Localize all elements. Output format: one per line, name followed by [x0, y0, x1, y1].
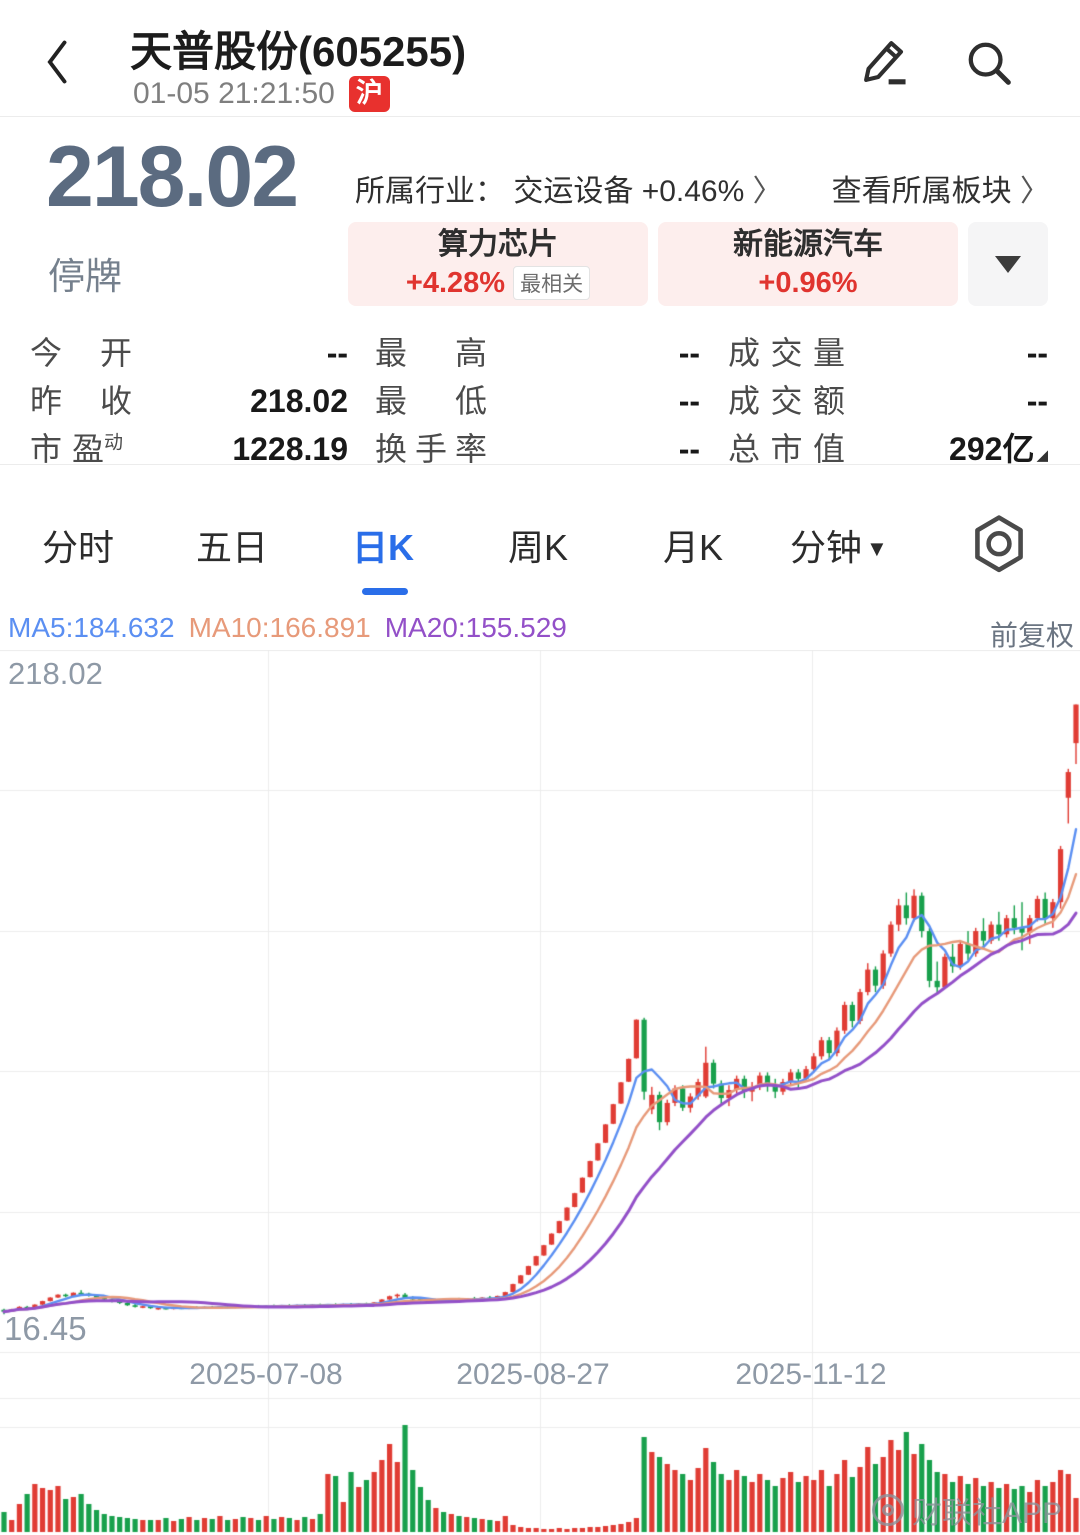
tab-weekly-k[interactable]: 周K — [508, 527, 569, 568]
chart-settings-icon[interactable] — [968, 512, 1030, 578]
chevron-right-icon: 〉 — [1020, 174, 1050, 209]
stat-label: 最高 — [375, 335, 487, 371]
header-divider — [0, 116, 1080, 117]
industry-prefix: 所属行业： — [355, 175, 505, 208]
y-axis-max-label: 218.02 — [8, 656, 103, 691]
stat-label: 最低 — [375, 383, 487, 419]
stat-value: -- — [326, 335, 348, 371]
stat-value: 292亿 ◢ — [949, 431, 1048, 467]
period-tabs: 分时 五日 日K 周K 月K 分钟 ▼ — [0, 505, 1080, 585]
stat-value: -- — [678, 431, 700, 467]
stat-value: -- — [1026, 335, 1048, 371]
y-axis-min-label: 16.45 — [4, 1310, 87, 1347]
ma20-label: MA20:155.529 — [384, 612, 567, 643]
price-adjust-mode-label[interactable]: 前复权 — [989, 620, 1074, 651]
industry-row[interactable]: 所属行业： 交运设备 +0.46% 〉 — [355, 166, 783, 210]
ma10-label: MA10:166.891 — [188, 612, 371, 643]
view-sector-link[interactable]: 查看所属板块 〉 — [831, 174, 1050, 209]
stat-value: 218.02 — [250, 383, 348, 419]
tab-minute-line[interactable]: 分时 — [42, 527, 115, 568]
expand-triangle-icon: ◢ — [1036, 447, 1048, 464]
stat-value: 1228.19 — [232, 431, 348, 467]
edit-icon[interactable] — [856, 32, 914, 90]
caret-down-icon: ▼ — [866, 536, 888, 561]
active-tab-underline — [362, 588, 408, 595]
stat-label: 总市值 — [728, 431, 845, 467]
stat-label-superscript: 动 — [104, 432, 124, 454]
market-badge: 沪 — [348, 76, 390, 112]
stats-divider — [0, 464, 1080, 465]
tags-expand-button[interactable] — [968, 222, 1048, 306]
triangle-down-icon — [995, 255, 1021, 273]
search-icon[interactable] — [962, 36, 1016, 90]
chevron-right-icon: 〉 — [752, 174, 783, 209]
stat-value: -- — [1026, 383, 1048, 419]
x-axis-tick: 2025-08-27 — [456, 1358, 610, 1391]
kline-chart-canvas[interactable] — [0, 650, 1080, 1535]
x-axis-tick: 2025-07-08 — [189, 1358, 343, 1391]
stat-label: 市盈 — [30, 431, 104, 467]
tag-chip-nev[interactable]: 新能源汽车 +0.96% — [658, 222, 958, 306]
stat-value: -- — [678, 335, 700, 371]
tab-five-day[interactable]: 五日 — [196, 527, 269, 568]
ma-legend: MA5:184.632 MA10:166.891 MA20:155.529 — [8, 612, 567, 644]
tag-change: +0.96% — [758, 266, 858, 299]
stat-value: -- — [678, 383, 700, 419]
ma5-label: MA5:184.632 — [8, 612, 175, 643]
industry-change: +0.46% — [641, 175, 745, 208]
tab-minutes-dropdown[interactable]: 分钟 ▼ — [790, 527, 888, 568]
tag-chip-computing-chip[interactable]: 算力芯片 +4.28% 最相关 — [348, 222, 648, 306]
tag-change: +4.28% — [405, 266, 506, 299]
stat-label: 换手率 — [375, 431, 487, 467]
stat-label: 成交额 — [728, 383, 845, 419]
watermark: 财联社APP — [871, 1488, 1062, 1532]
tag-name: 新能源汽车 — [733, 228, 883, 262]
cls-logo-icon — [871, 1494, 904, 1526]
tab-daily-k[interactable]: 日K — [352, 527, 414, 568]
stat-label: 昨收 — [30, 383, 132, 419]
quote-timestamp: 01-05 21:21:50 — [133, 76, 335, 110]
back-button[interactable] — [38, 36, 78, 88]
header-subrow: 01-05 21:21:50 沪 — [133, 76, 390, 112]
x-axis-tick: 2025-11-12 — [735, 1358, 887, 1391]
page-title: 天普股份(605255) — [130, 28, 467, 75]
most-related-badge: 最相关 — [513, 266, 591, 301]
trading-status: 停牌 — [48, 256, 122, 297]
industry-name: 交运设备 — [513, 175, 634, 208]
current-price: 218.02 — [46, 129, 299, 225]
tag-name: 算力芯片 — [438, 227, 558, 261]
stat-label: 成交量 — [728, 335, 845, 371]
watermark-text: 财联社APP — [911, 1497, 1062, 1530]
tab-monthly-k[interactable]: 月K — [663, 527, 724, 568]
stat-label: 今开 — [30, 335, 132, 371]
